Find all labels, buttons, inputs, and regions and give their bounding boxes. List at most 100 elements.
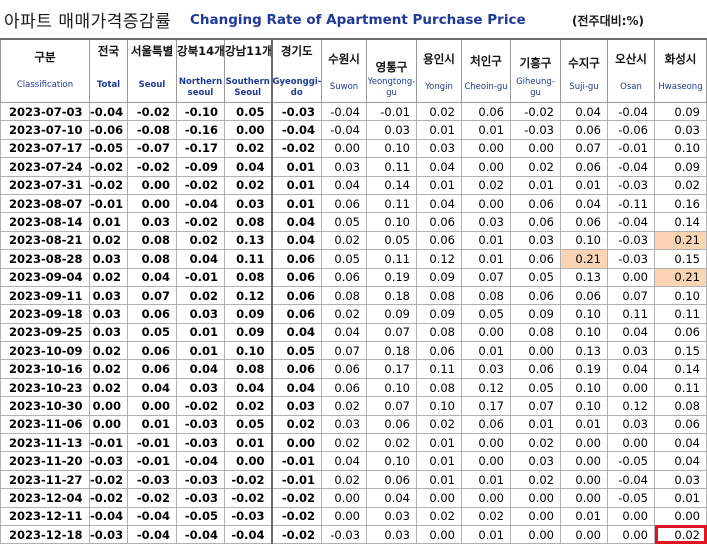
cell-value: 0.03: [461, 359, 511, 379]
cell-value: -0.03: [321, 524, 367, 544]
table-row: 2023-07-03 -0.04 -0.02 -0.10 0.05 -0.03 -0.04-…: [0, 101, 707, 122]
cell-value: 0.01: [416, 451, 462, 471]
cell-value: 0.02: [416, 414, 462, 435]
cell-value: -0.02: [127, 101, 177, 122]
table-row: 2023-07-24 -0.02 -0.02 -0.09 0.04 0.01 0.03 0.1…: [0, 157, 707, 177]
cell-value: -0.03: [270, 101, 322, 122]
cell-value: -0.04: [89, 101, 128, 122]
cell-value: -0.01: [176, 267, 225, 287]
cell-value: -0.04: [270, 120, 322, 140]
cell-value: 0.03: [89, 322, 128, 343]
row-date: 2023-11-13: [0, 433, 90, 453]
cell-value: 0.03: [270, 396, 322, 416]
cell-value: 0.00: [461, 451, 511, 471]
cell-value: -0.03: [176, 488, 225, 508]
cell-value: 0.09: [654, 157, 707, 177]
cell-value: 0.00: [607, 377, 655, 398]
cell-value: 0.06: [321, 377, 367, 398]
cell-value: 0.02: [176, 285, 225, 306]
cell-value: 0.07: [127, 285, 177, 306]
table-row: 2023-08-28 0.03 0.08 0.04 0.11 0.06 0.05 0.11 0.…: [0, 249, 707, 269]
header-suji: 수지구 Suji-gu: [560, 38, 608, 103]
table-row: 2023-07-17 -0.05 -0.07 -0.17 0.02 -0.02 0.00 0.…: [0, 138, 707, 159]
cell-value: -0.01: [127, 451, 177, 471]
cell-value: 0.07: [510, 396, 561, 416]
header-ko: 전국: [97, 44, 120, 58]
cell-value: 0.19: [560, 359, 608, 379]
cell-value: -0.04: [127, 524, 177, 544]
cell-value: 0.07: [366, 396, 417, 416]
cell-value: 0.06: [366, 469, 417, 490]
cell-value: 0.06: [560, 285, 608, 306]
cell-value: 0.07: [607, 285, 655, 306]
header-en: Yongin: [425, 82, 453, 92]
cell-value: 0.06: [366, 414, 417, 435]
cell-value: 0.10: [366, 377, 417, 398]
cell-value: 0.05: [270, 341, 322, 361]
table-row: 2023-08-07 -0.01 0.00 -0.04 0.03 0.01 0.06 0.11…: [0, 193, 707, 214]
cell-value: 0.12: [416, 249, 462, 269]
cell-value: 0.06: [461, 101, 511, 122]
header-en: Osan: [620, 82, 642, 92]
cell-value: -0.17: [176, 138, 225, 159]
cell-value: 0.17: [461, 396, 511, 416]
cell-value: 0.02: [510, 469, 561, 490]
header-en: Southern Seoul: [225, 77, 270, 98]
cell-value: -0.04: [127, 506, 177, 526]
row-date: 2023-09-11: [0, 285, 90, 306]
cell-value: 0.05: [510, 377, 561, 398]
cell-value: 0.10: [366, 451, 417, 471]
header-yongin: 용인시 Yongin: [416, 38, 462, 103]
cell-value: 0.10: [560, 322, 608, 343]
table-row: 2023-12-11 -0.04 -0.04 -0.05 -0.03 -0.02 0.00 0…: [0, 506, 707, 526]
cell-value: 0.15: [654, 249, 707, 269]
cell-value: 0.01: [89, 212, 128, 232]
cell-value: 0.18: [366, 285, 417, 306]
cell-value: 0.06: [416, 341, 462, 361]
cell-value: 0.04: [366, 488, 417, 508]
cell-value: 0.02: [89, 230, 128, 251]
cell-value: 0.03: [366, 506, 417, 526]
cell-value: -0.02: [89, 488, 128, 508]
table-row: 2023-10-16 0.02 0.06 0.04 0.08 0.06 0.06 0.17 0.…: [0, 359, 707, 379]
cell-value: 0.02: [89, 377, 128, 398]
cell-value: 0.02: [416, 101, 462, 122]
cell-value: 0.04: [224, 377, 272, 398]
cell-value: 0.11: [366, 193, 417, 214]
cell-value: 0.04: [416, 157, 462, 177]
cell-value: 0.06: [416, 212, 462, 232]
cell-value: -0.03: [89, 524, 128, 544]
cell-value: 0.00: [560, 451, 608, 471]
cell-value: 0.00: [270, 433, 322, 453]
cell-value: -0.16: [176, 120, 225, 140]
cell-value: 0.00: [510, 506, 561, 526]
row-date: 2023-09-18: [0, 304, 90, 324]
cell-value: -0.08: [127, 120, 177, 140]
cell-value: 0.00: [127, 396, 177, 416]
header-northern-seoul: 강북14개 Northern seoul: [176, 38, 225, 103]
cell-value: 0.02: [89, 359, 128, 379]
cell-value: 0.04: [654, 451, 707, 471]
cell-value: 0.11: [607, 304, 655, 324]
cell-value: 0.21: [560, 249, 608, 269]
cell-value: 0.03: [127, 212, 177, 232]
header-ko: 용인시: [423, 52, 455, 66]
cell-value: 0.00: [461, 433, 511, 453]
cell-value: 0.06: [654, 414, 707, 435]
cell-value: 0.04: [654, 433, 707, 453]
row-date: 2023-07-31: [0, 175, 90, 195]
cell-value: 0.01: [127, 414, 177, 435]
header-seoul: 서울특별 Seoul: [127, 38, 177, 103]
row-date: 2023-07-24: [0, 157, 90, 177]
cell-value: 0.08: [224, 267, 272, 287]
cell-value: 0.03: [607, 414, 655, 435]
header-en: Cheoin-gu: [464, 82, 508, 92]
cell-value: 0.03: [366, 524, 417, 544]
cell-value: -0.02: [89, 157, 128, 177]
cell-value: 0.12: [607, 396, 655, 416]
cell-value: 0.08: [416, 322, 462, 343]
unit-label: (전주대비:%): [572, 14, 644, 28]
cell-value: 0.00: [510, 524, 561, 544]
cell-value: 0.01: [461, 230, 511, 251]
cell-value: 0.11: [416, 359, 462, 379]
